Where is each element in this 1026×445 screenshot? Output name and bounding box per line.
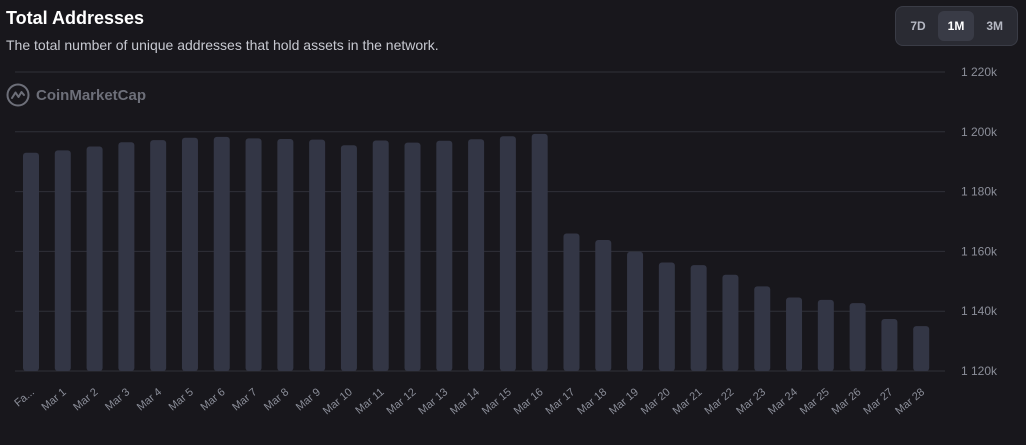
bar[interactable]: [404, 142, 421, 371]
x-tick-label: Mar 8: [262, 386, 291, 413]
x-tick-label: Mar 15: [480, 386, 514, 417]
x-tick-label: Mar 18: [575, 386, 609, 417]
bar[interactable]: [54, 150, 71, 371]
y-tick-label: 1 120k: [961, 364, 998, 378]
x-tick-label: Mar 7: [230, 386, 259, 413]
range-1m-button[interactable]: 1M: [937, 11, 975, 41]
chart-subtitle: The total number of unique addresses tha…: [6, 37, 439, 53]
x-tick-label: Mar 5: [167, 386, 196, 413]
bar[interactable]: [372, 140, 389, 371]
x-tick-label: Mar 10: [321, 386, 355, 417]
x-tick-label: Mar 3: [103, 386, 132, 413]
x-tick-label: Mar 12: [384, 386, 418, 417]
x-tick-label: Mar 6: [198, 386, 227, 413]
bar[interactable]: [245, 138, 262, 371]
coinmarketcap-watermark: CoinMarketCap: [6, 83, 146, 107]
x-tick-label: Mar 25: [798, 386, 832, 417]
bar[interactable]: [340, 145, 357, 371]
bar[interactable]: [563, 233, 580, 371]
bar[interactable]: [627, 251, 644, 371]
bar[interactable]: [181, 137, 198, 371]
bar[interactable]: [881, 318, 898, 371]
x-tick-label: Mar 1: [39, 386, 68, 413]
bar[interactable]: [849, 303, 866, 371]
x-tick-label: Mar 2: [71, 386, 100, 413]
x-tick-label: Mar 17: [543, 386, 577, 417]
y-tick-label: 1 180k: [961, 185, 998, 199]
watermark-text: CoinMarketCap: [36, 86, 147, 104]
range-selector: 7D 1M 3M: [895, 6, 1018, 46]
bar[interactable]: [213, 136, 230, 371]
x-tick-label: Mar 14: [448, 386, 482, 417]
x-tick-label: Fa...: [12, 386, 37, 409]
x-tick-label: Mar 22: [702, 386, 736, 417]
bar[interactable]: [23, 152, 39, 371]
bar[interactable]: [118, 142, 135, 371]
x-tick-label: Mar 26: [830, 386, 864, 417]
y-tick-label: 1 140k: [961, 304, 998, 318]
x-tick-label: Mar 4: [135, 386, 164, 413]
bar[interactable]: [499, 136, 516, 371]
x-tick-label: Mar 16: [512, 386, 546, 417]
bar[interactable]: [436, 140, 453, 371]
x-tick-label: Mar 19: [607, 386, 641, 417]
bar[interactable]: [277, 138, 294, 371]
bar[interactable]: [690, 265, 707, 371]
bar[interactable]: [658, 262, 675, 371]
bar[interactable]: [595, 240, 612, 371]
bar[interactable]: [150, 140, 167, 371]
bar[interactable]: [754, 286, 771, 371]
bar[interactable]: [817, 299, 834, 371]
y-tick-label: 1 160k: [961, 244, 998, 258]
x-tick-label: Mar 23: [734, 386, 768, 417]
y-tick-label: 1 220k: [961, 65, 998, 79]
x-tick-label: Mar 11: [353, 386, 386, 417]
bar[interactable]: [531, 133, 548, 371]
chart-title: Total Addresses: [6, 8, 145, 28]
bar[interactable]: [468, 139, 485, 371]
y-tick-label: 1 200k: [961, 125, 998, 139]
x-tick-label: Mar 24: [766, 386, 800, 417]
x-tick-label: Mar 20: [639, 386, 673, 417]
coinmarketcap-logo-icon: [6, 83, 30, 107]
bar[interactable]: [722, 274, 739, 371]
x-tick-label: Mar 28: [893, 386, 927, 417]
bar[interactable]: [913, 326, 930, 371]
range-3m-button[interactable]: 3M: [976, 11, 1013, 41]
bar[interactable]: [86, 146, 103, 371]
x-tick-label: Mar 9: [294, 386, 323, 413]
range-7d-button[interactable]: 7D: [900, 11, 935, 41]
x-tick-label: Mar 13: [416, 386, 450, 417]
x-tick-label: Mar 27: [861, 386, 895, 417]
bar[interactable]: [309, 139, 326, 371]
x-tick-label: Mar 21: [671, 386, 705, 417]
bar[interactable]: [786, 297, 803, 371]
